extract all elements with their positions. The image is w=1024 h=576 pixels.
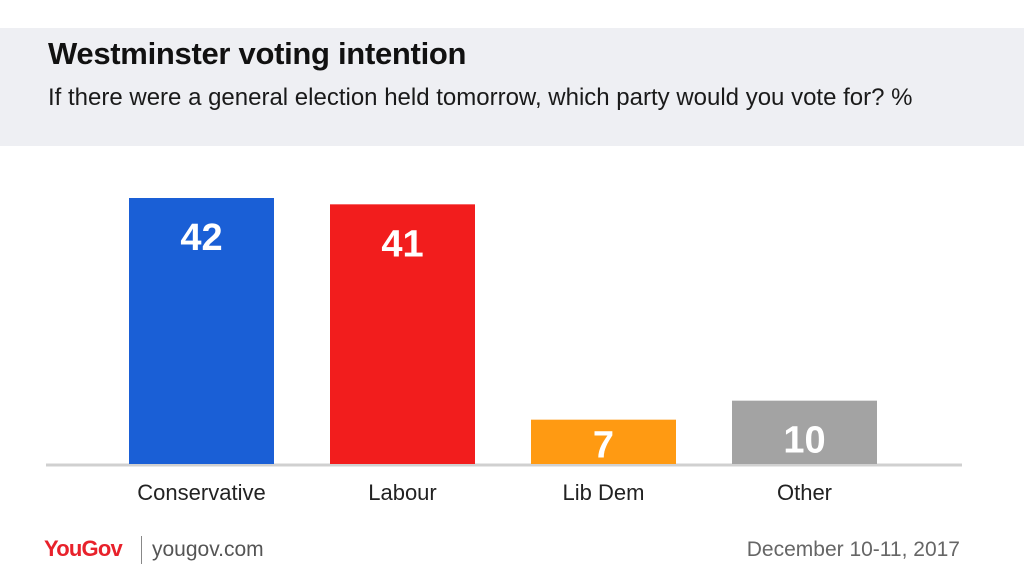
bar-other <box>732 400 877 464</box>
x-tick-label-lib-dem: Lib Dem <box>563 480 645 505</box>
bar-lib-dem <box>531 419 676 464</box>
data-label-labour: 41 <box>381 223 423 265</box>
bar-conservative <box>129 198 274 464</box>
yougov-logo: YouGov <box>44 536 123 561</box>
footer-url: yougov.com <box>152 538 264 561</box>
data-label-conservative: 42 <box>180 217 222 259</box>
footer-separator <box>141 536 142 564</box>
x-tick-label-conservative: Conservative <box>137 480 265 505</box>
bar-labour <box>330 204 475 465</box>
footer-date: December 10-11, 2017 <box>746 538 960 561</box>
chart-title: Westminster voting intention <box>48 36 467 71</box>
data-label-other: 10 <box>783 420 825 462</box>
chart-subtitle: If there were a general election held to… <box>48 84 913 111</box>
chart-header <box>0 28 1024 146</box>
data-label-lib-dem: 7 <box>593 425 614 467</box>
x-tick-label-labour: Labour <box>368 480 437 505</box>
x-tick-label-other: Other <box>777 480 832 505</box>
